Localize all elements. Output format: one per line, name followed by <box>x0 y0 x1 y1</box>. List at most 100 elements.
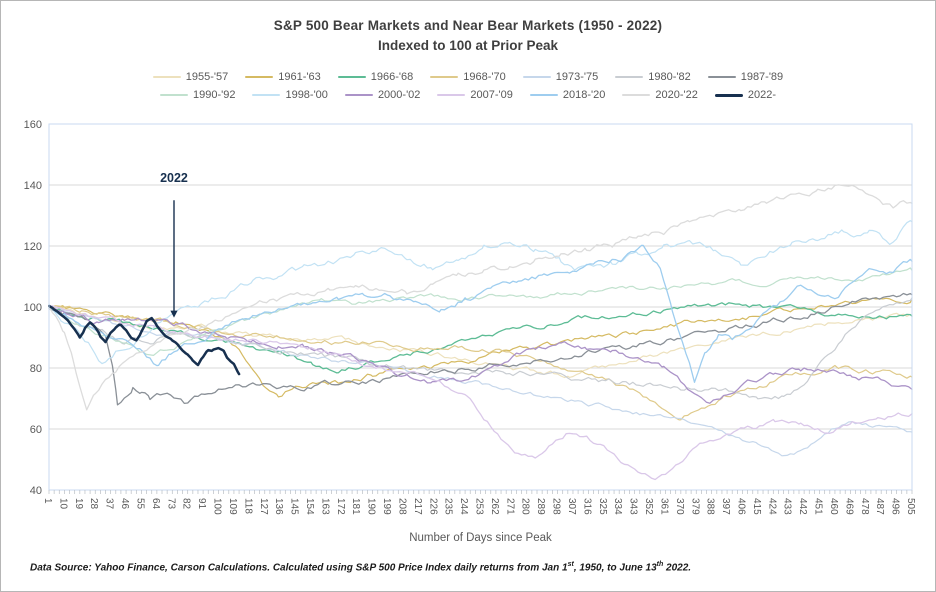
footnote-part1: Data Source: Yahoo Finance, Carson Calcu… <box>30 562 568 574</box>
footnote-sup2: th <box>656 561 664 568</box>
svg-text:388: 388 <box>705 498 716 515</box>
legend-label: 1955-'57 <box>185 71 229 83</box>
legend-item-2022-: 2022- <box>714 89 777 101</box>
svg-text:10: 10 <box>57 498 68 510</box>
legend: 1955-'57 1961-'63 1966-'68 1968-'70 1973-'75… <box>1 71 935 101</box>
svg-text:289: 289 <box>535 498 546 515</box>
svg-text:73: 73 <box>165 498 176 510</box>
legend-item-2020-'22: 2020-'22 <box>622 89 698 101</box>
svg-text:46: 46 <box>119 498 130 510</box>
legend-item-1961-'63: 1961-'63 <box>245 71 321 83</box>
legend-item-2000-'02: 2000-'02 <box>344 89 421 101</box>
legend-label: 2022- <box>747 89 777 101</box>
svg-text:40: 40 <box>30 485 42 497</box>
series-line-2020-'22 <box>48 184 913 411</box>
svg-text:140: 140 <box>24 180 42 192</box>
annotation-2022: 2022 <box>160 171 188 318</box>
svg-text:64: 64 <box>150 498 161 510</box>
series-line-2022- <box>48 304 241 376</box>
chart-subtitle: Indexed to 100 at Prior Peak <box>377 38 559 53</box>
svg-text:154: 154 <box>304 498 315 515</box>
legend-label: 2000-'02 <box>377 89 421 101</box>
svg-text:424: 424 <box>766 498 777 515</box>
svg-text:316: 316 <box>581 498 592 515</box>
svg-text:451: 451 <box>813 498 824 515</box>
svg-text:145: 145 <box>289 498 300 515</box>
footnote-part2: , 1950, to June 13 <box>573 562 657 574</box>
svg-text:406: 406 <box>735 498 746 515</box>
legend-swatch <box>344 94 373 96</box>
series-line-1968-'70 <box>48 304 913 421</box>
legend-swatch <box>245 76 274 78</box>
series-line-1973-'75 <box>48 307 913 457</box>
series-line-1998-'00 <box>48 220 913 365</box>
series-line-2007-'09 <box>48 305 913 481</box>
series-line-1987-'89 <box>48 292 913 406</box>
legend-label: 2007-'09 <box>470 89 513 101</box>
svg-text:280: 280 <box>520 498 531 515</box>
x-axis-labels: 1 10 19 28 37 46 55 64 73 82 91 100 109 118 127 136 145 1… <box>42 498 916 515</box>
legend-label: 2020-'22 <box>655 89 698 101</box>
svg-text:298: 298 <box>551 498 562 515</box>
svg-text:379: 379 <box>689 498 700 515</box>
svg-text:208: 208 <box>396 498 407 515</box>
svg-text:235: 235 <box>443 498 454 515</box>
svg-text:160: 160 <box>24 119 42 131</box>
legend-swatch <box>437 94 466 96</box>
legend-row-2: 1990-'92 1998-'00 2000-'02 2007-'09 2018-'20… <box>159 89 777 101</box>
svg-text:415: 415 <box>751 498 762 515</box>
series-line-1990-'92 <box>48 267 913 356</box>
legend-item-1973-'75: 1973-'75 <box>522 71 598 83</box>
svg-text:91: 91 <box>196 498 207 510</box>
svg-text:370: 370 <box>674 498 685 515</box>
series-line-1966-'68 <box>48 302 913 374</box>
footnote-part3: 2022. <box>663 562 692 574</box>
svg-text:1: 1 <box>42 498 53 504</box>
legend-row-1: 1955-'57 1961-'63 1966-'68 1968-'70 1973-'75… <box>152 71 784 83</box>
legend-item-2018-'20: 2018-'20 <box>529 89 605 101</box>
legend-swatch <box>714 93 743 97</box>
legend-swatch <box>529 94 558 96</box>
svg-text:469: 469 <box>843 498 854 515</box>
svg-text:334: 334 <box>612 498 623 515</box>
legend-label: 1987-'89 <box>740 71 784 83</box>
svg-text:397: 397 <box>720 498 731 515</box>
chart-title: S&P 500 Bear Markets and Near Bear Marke… <box>273 18 663 33</box>
legend-swatch <box>615 76 644 78</box>
x-axis-title: Number of Days since Peak <box>409 532 552 544</box>
legend-swatch <box>707 76 736 78</box>
legend-item-1990-'92: 1990-'92 <box>159 89 235 101</box>
legend-item-1955-'57: 1955-'57 <box>152 71 229 83</box>
svg-text:127: 127 <box>258 498 269 515</box>
svg-text:136: 136 <box>273 498 284 515</box>
series-lines <box>48 184 913 481</box>
series-line-2000-'02 <box>48 304 913 404</box>
svg-text:172: 172 <box>335 498 346 515</box>
svg-text:37: 37 <box>104 498 115 510</box>
svg-text:55: 55 <box>134 498 145 510</box>
legend-item-1966-'68: 1966-'68 <box>337 71 413 83</box>
svg-text:163: 163 <box>319 498 330 515</box>
footnote: Data Source: Yahoo Finance, Carson Calcu… <box>30 561 691 573</box>
svg-text:253: 253 <box>474 498 485 515</box>
y-axis-labels: 40 60 80 100 120 140 160 <box>24 119 42 497</box>
legend-swatch <box>152 76 181 78</box>
svg-text:325: 325 <box>597 498 608 515</box>
footnote-sup1: st <box>567 561 574 568</box>
svg-text:28: 28 <box>88 498 99 510</box>
legend-swatch <box>430 76 459 78</box>
legend-item-1987-'89: 1987-'89 <box>707 71 784 83</box>
legend-swatch <box>622 94 651 96</box>
svg-text:109: 109 <box>227 498 238 515</box>
series-line-2018-'20 <box>48 244 913 383</box>
svg-text:361: 361 <box>658 498 669 515</box>
svg-text:217: 217 <box>412 498 423 515</box>
svg-text:19: 19 <box>73 498 84 510</box>
svg-text:262: 262 <box>489 498 500 515</box>
legend-item-1980-'82: 1980-'82 <box>615 71 691 83</box>
svg-text:487: 487 <box>874 498 885 515</box>
svg-text:271: 271 <box>504 498 515 515</box>
svg-text:352: 352 <box>643 498 654 515</box>
